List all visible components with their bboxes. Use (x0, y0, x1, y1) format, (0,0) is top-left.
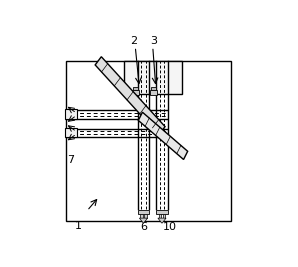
Bar (150, 90, 157, 95)
Polygon shape (138, 112, 188, 159)
Bar (138, 210, 149, 214)
Text: 1: 1 (75, 221, 82, 231)
Text: 7: 7 (67, 155, 74, 164)
Bar (133, 87, 138, 90)
Bar (140, 214, 143, 218)
Bar (144, 214, 147, 218)
Bar (131, 90, 139, 95)
Bar (66, 61, 231, 221)
Bar (65, 109, 77, 119)
Bar (65, 128, 77, 138)
Bar (159, 214, 161, 218)
Bar (151, 87, 156, 90)
Bar (124, 61, 181, 94)
Text: 6: 6 (140, 222, 147, 232)
Text: 10: 10 (163, 222, 177, 232)
Bar (156, 210, 168, 214)
Polygon shape (158, 218, 166, 223)
Text: 3: 3 (150, 36, 157, 46)
Text: 2: 2 (130, 36, 137, 46)
Polygon shape (95, 57, 165, 135)
Polygon shape (139, 218, 148, 223)
Bar (163, 214, 165, 218)
